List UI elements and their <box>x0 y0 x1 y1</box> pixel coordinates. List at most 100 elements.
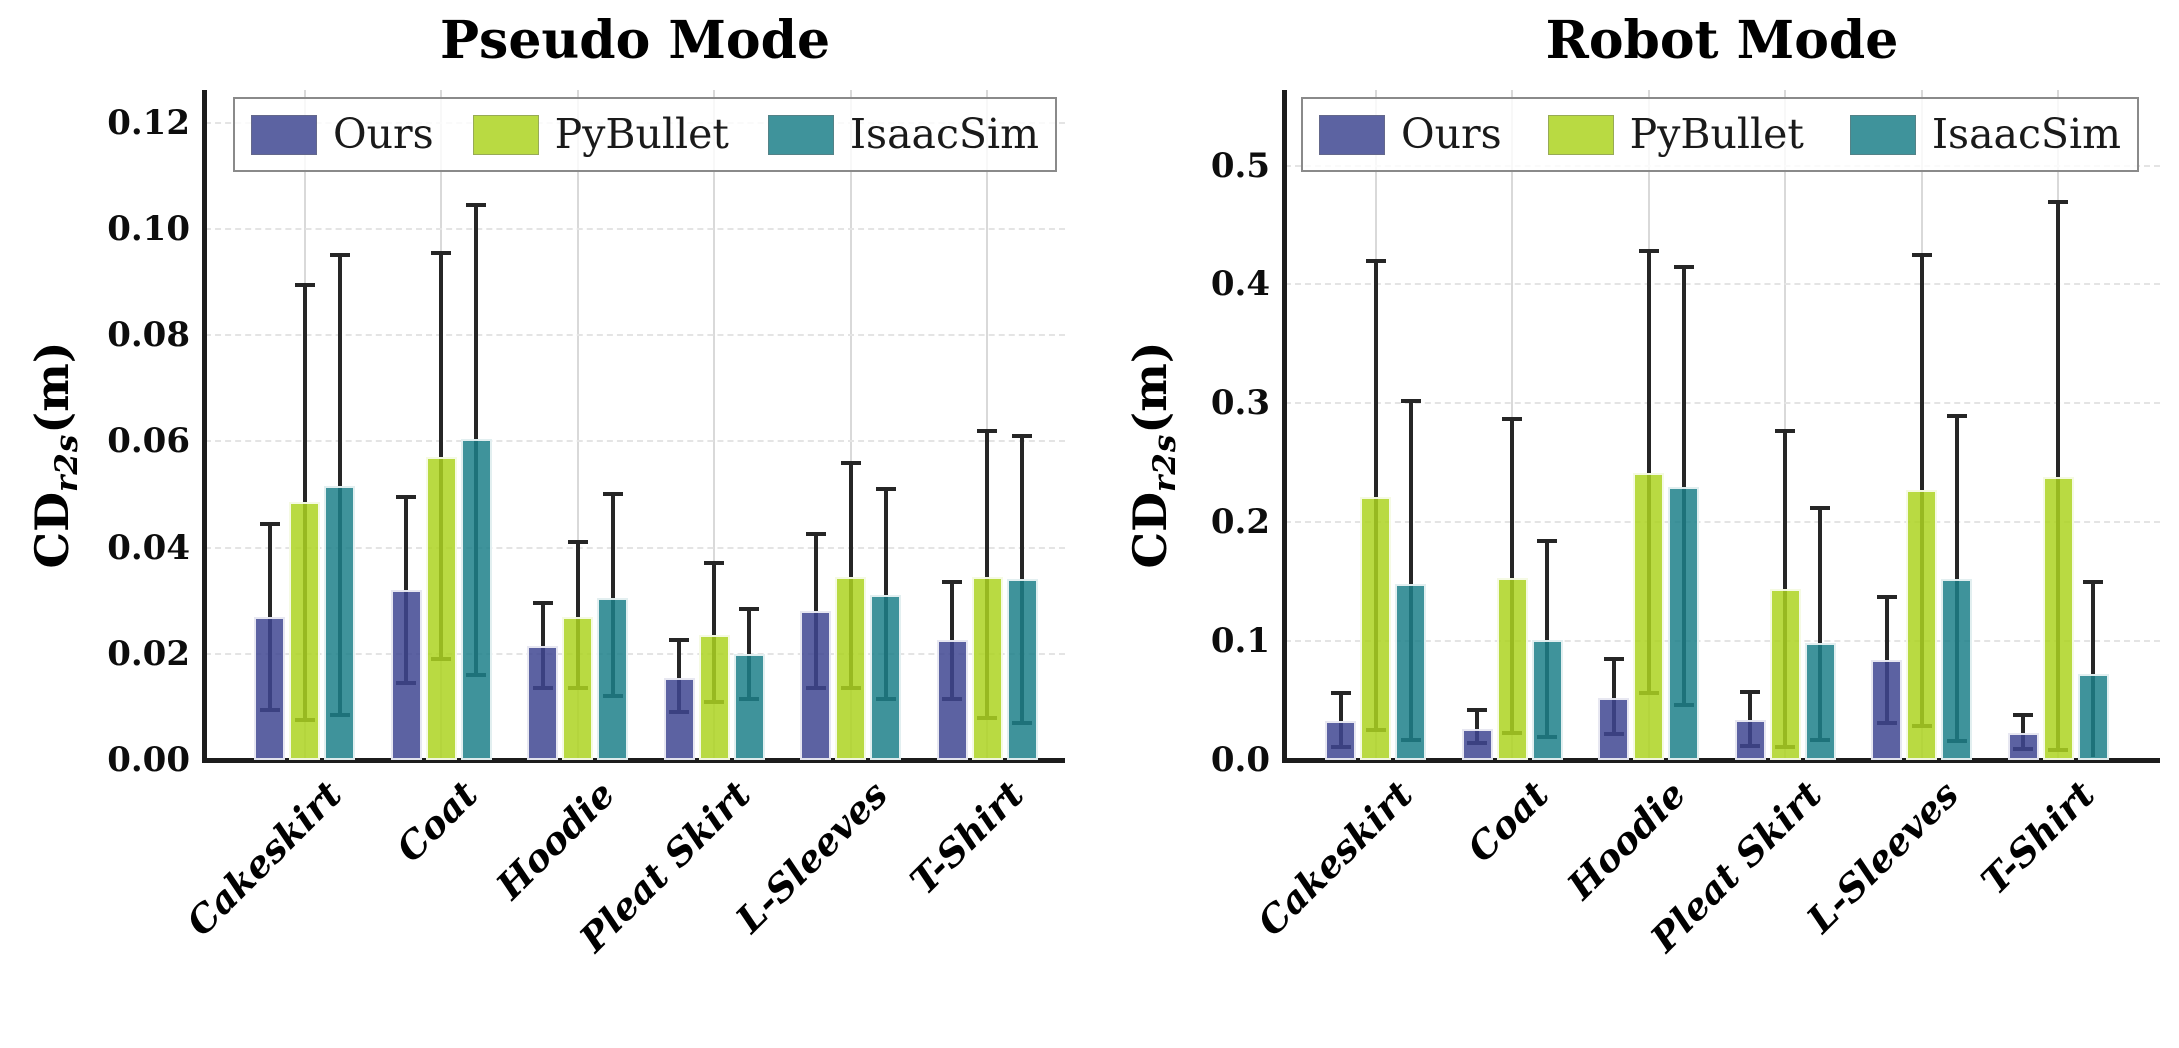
legend-item: PyBullet <box>472 114 729 155</box>
y-tick-label: 0.1 <box>1210 621 1270 662</box>
error-bar-line <box>575 542 580 689</box>
bar-pybullet-coat <box>1496 578 1528 760</box>
bar-ours-t-shirt <box>2007 732 2039 760</box>
y-tick-label: 0.0 <box>1210 740 1270 780</box>
error-bar-cap-top <box>2083 579 2103 584</box>
category-label: Cakeskirt <box>177 772 350 945</box>
error-bar-cap-top <box>2013 712 2033 717</box>
error-bar-line <box>848 462 853 689</box>
legend-label: IsaacSim <box>849 110 1039 158</box>
error-bar-cap-top <box>1673 264 1694 269</box>
error-bar-cap-top <box>1330 691 1351 696</box>
error-bar-line <box>1748 692 1752 746</box>
error-bar-cap-top <box>977 428 997 433</box>
error-bar-line <box>712 563 716 702</box>
error-bar-cap-top <box>1502 416 1522 421</box>
horizontal-gridline <box>205 440 1065 443</box>
y-tick-label: 0.02 <box>107 633 190 674</box>
legend-label: Ours <box>1401 110 1502 158</box>
error-bar-cap-top <box>1911 252 1932 257</box>
bar-pybullet-hoodie <box>1633 473 1664 760</box>
bar-pybullet-l-sleeves <box>1906 490 1937 760</box>
legend-swatch-pybullet <box>472 114 539 155</box>
error-bar-line <box>1373 260 1378 731</box>
y-tick-label: 0.04 <box>107 527 190 568</box>
error-bar-cap-top <box>942 580 962 585</box>
bar-isaacsim-cakeskirt <box>324 486 355 760</box>
horizontal-gridline <box>1285 640 2160 643</box>
error-bar-cap-top <box>704 561 724 566</box>
category-label: Cakeskirt <box>1248 772 1421 945</box>
legend-label: IsaacSim <box>1931 110 2121 158</box>
vertical-gridline <box>849 90 852 758</box>
bar-isaacsim-l-sleeves <box>870 595 901 760</box>
legend-swatch-ours <box>1319 114 1385 155</box>
category-label: Pleat Skirt <box>1641 772 1831 961</box>
bar-pybullet-cakeskirt <box>1360 497 1391 760</box>
bar-ours-hoodie <box>1598 698 1629 760</box>
error-bar-line <box>1338 693 1343 747</box>
vertical-gridline <box>986 90 988 758</box>
legend-swatch-isaacsim <box>767 114 834 155</box>
bar-ours-cakeskirt <box>1325 720 1356 760</box>
error-bar-line <box>439 252 443 660</box>
legend-item: PyBullet <box>1547 110 1804 158</box>
bar-isaacsim-hoodie <box>597 597 628 760</box>
error-bar-line <box>2056 202 2060 751</box>
bar-ours-l-sleeves <box>1871 660 1902 760</box>
bar-ours-l-sleeves <box>800 611 831 760</box>
legend-swatch-ours <box>251 114 317 155</box>
bar-pybullet-t-shirt <box>971 576 1003 760</box>
bar-pybullet-t-shirt <box>2042 477 2074 760</box>
bar-isaacsim-coat <box>460 438 492 760</box>
bar-isaacsim-hoodie <box>1668 486 1699 760</box>
error-bar-cap-top <box>329 253 350 258</box>
legend-swatch-pybullet <box>1547 114 1614 155</box>
y-axis-spine <box>202 90 207 763</box>
error-bar-line <box>2091 581 2095 757</box>
error-bar-cap-top <box>1740 690 1760 695</box>
legend-label: PyBullet <box>1629 110 1804 158</box>
error-bar-cap-top <box>294 282 315 287</box>
error-bar-cap-top <box>1775 428 1795 433</box>
y-tick-label: 0.2 <box>1210 502 1270 543</box>
error-bar-line <box>1510 418 1514 733</box>
legend-item: IsaacSim <box>1849 110 2121 158</box>
error-bar-line <box>1954 416 1959 741</box>
bar-isaacsim-l-sleeves <box>1941 579 1972 760</box>
x-axis-spine <box>1282 758 2160 763</box>
error-bar-line <box>2021 714 2025 750</box>
error-bar-cap-top <box>1365 258 1386 263</box>
error-bar-line <box>883 489 888 699</box>
error-bar-line <box>1783 430 1787 747</box>
y-tick-label: 0.4 <box>1210 264 1270 305</box>
horizontal-gridline <box>205 227 1065 230</box>
error-bar-cap-top <box>1810 505 1830 510</box>
legend-item: Ours <box>251 114 434 155</box>
error-bar-cap-top <box>805 532 826 537</box>
category-label: L-Sleeves <box>726 772 896 942</box>
bar-pybullet-l-sleeves <box>835 576 866 760</box>
vertical-gridline <box>1784 90 1786 758</box>
error-bar-line <box>1681 266 1686 706</box>
error-bar-cap-top <box>1946 414 1967 419</box>
y-tick-label: 0.08 <box>107 315 190 355</box>
error-bar-line <box>1611 658 1616 734</box>
bar-ours-cakeskirt <box>254 616 285 760</box>
category-label: T-Shirt <box>901 772 1033 903</box>
error-bar-cap-top <box>532 601 553 606</box>
y-label-subscript: r2s <box>1147 433 1183 493</box>
bar-ours-t-shirt <box>936 640 968 760</box>
bar-pybullet-pleat-skirt <box>698 635 730 760</box>
error-bar-line <box>1408 400 1413 740</box>
category-label: T-Shirt <box>1972 772 2104 903</box>
error-bar-cap-top <box>431 250 451 255</box>
error-bar-cap-top <box>259 521 280 526</box>
error-bar-cap-top <box>602 492 623 497</box>
error-bar-cap-top <box>1537 539 1557 544</box>
error-bar-line <box>1475 710 1479 744</box>
category-label: Coat <box>1458 772 1558 871</box>
bar-pybullet-hoodie <box>562 616 593 760</box>
legend: Ours PyBullet IsaacSim <box>233 97 1057 172</box>
horizontal-gridline <box>1285 402 2160 405</box>
